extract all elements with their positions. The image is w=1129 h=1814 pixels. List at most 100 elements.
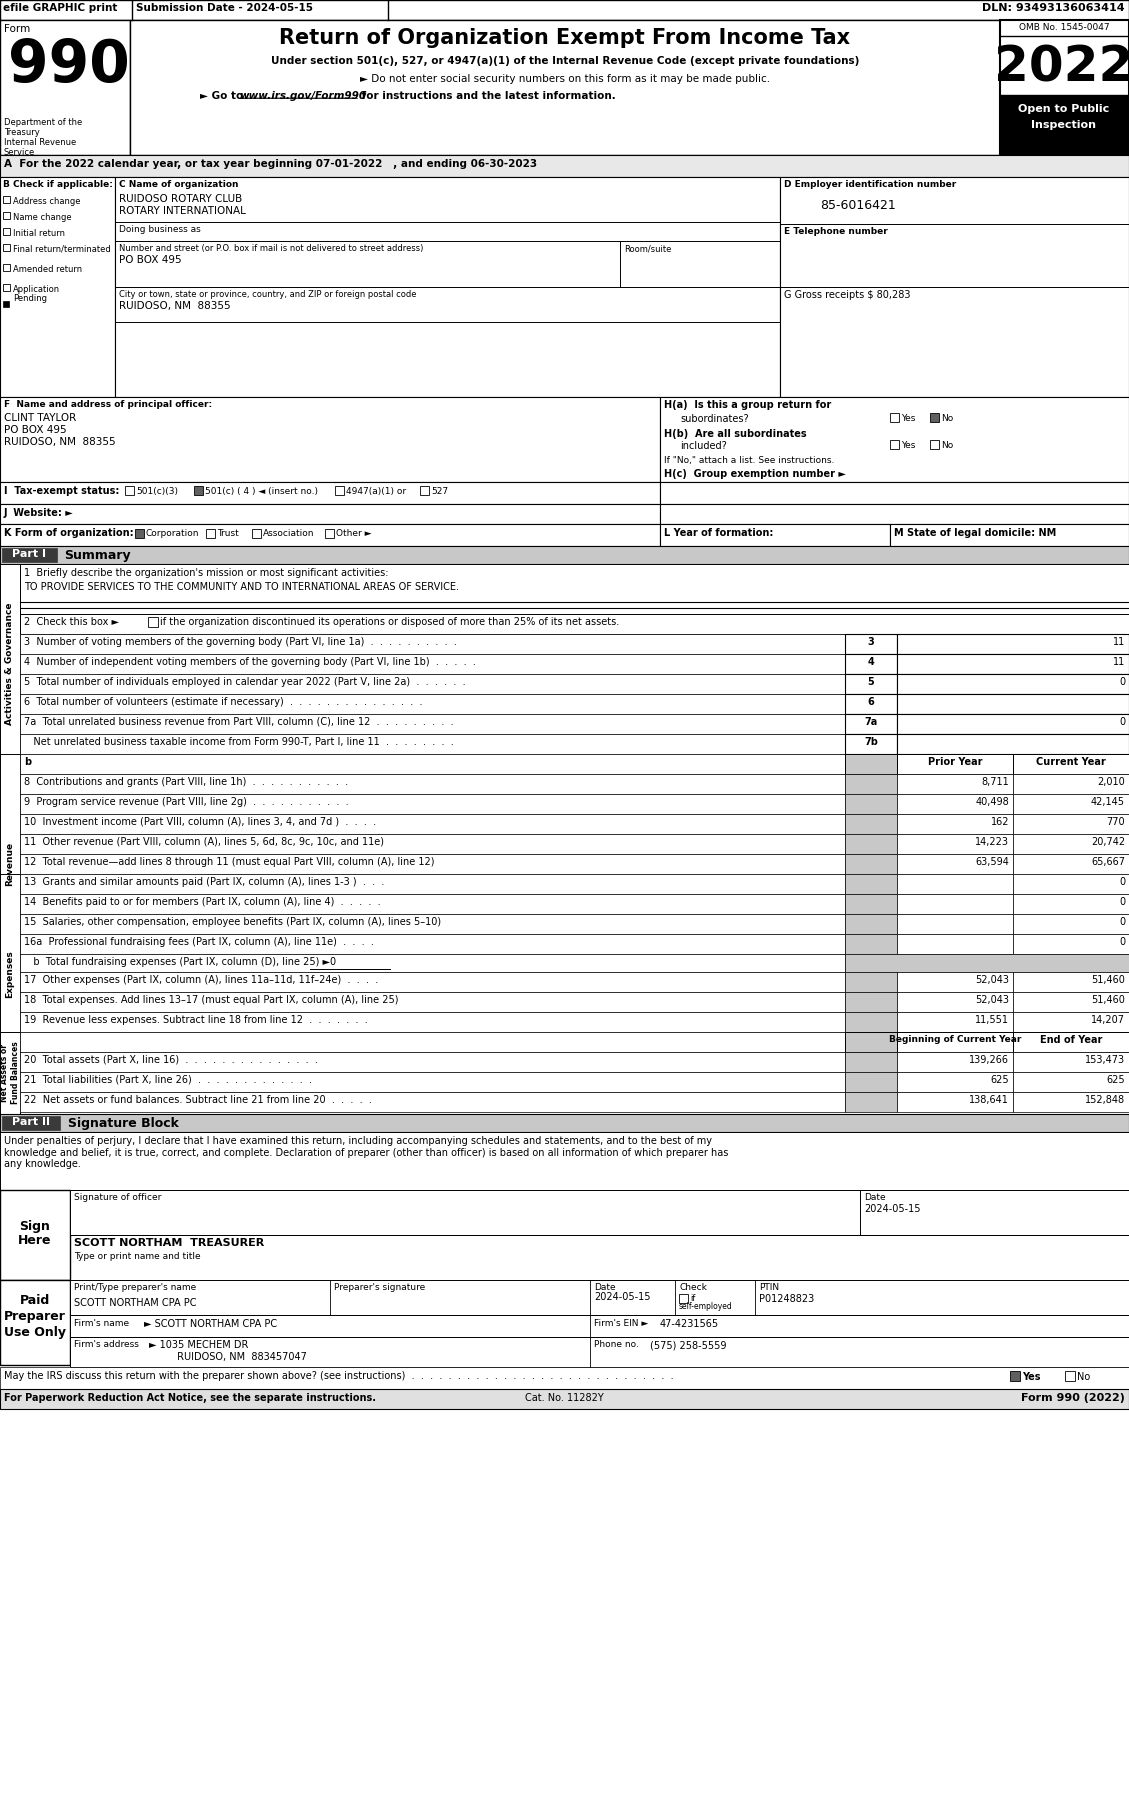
Bar bbox=[1013, 992, 1129, 1012]
Text: Address change: Address change bbox=[14, 198, 80, 207]
Bar bbox=[844, 874, 898, 894]
Bar bbox=[660, 524, 890, 546]
Bar bbox=[898, 1012, 1013, 1032]
Bar bbox=[1010, 1371, 1019, 1380]
Text: M State of legal domicile: NM: M State of legal domicile: NM bbox=[894, 528, 1057, 539]
Text: OMB No. 1545-0047: OMB No. 1545-0047 bbox=[1018, 24, 1110, 33]
Text: www.irs.gov/Form990: www.irs.gov/Form990 bbox=[239, 91, 366, 102]
Text: 4947(a)(1) or: 4947(a)(1) or bbox=[345, 486, 406, 495]
Bar bbox=[844, 695, 898, 715]
Text: 18  Total expenses. Add lines 13–17 (must equal Part IX, column (A), line 25): 18 Total expenses. Add lines 13–17 (must… bbox=[24, 996, 399, 1005]
Bar bbox=[70, 1190, 1129, 1235]
Bar bbox=[844, 954, 1129, 972]
Text: 85-6016421: 85-6016421 bbox=[820, 200, 895, 212]
Bar bbox=[660, 504, 1129, 524]
Bar bbox=[420, 486, 429, 495]
Bar bbox=[135, 530, 145, 539]
Text: Beginning of Current Year: Beginning of Current Year bbox=[889, 1036, 1022, 1045]
Text: RUIDOSO, NM  88355: RUIDOSO, NM 88355 bbox=[5, 437, 115, 446]
Text: G Gross receipts $ 80,283: G Gross receipts $ 80,283 bbox=[784, 290, 910, 299]
Bar bbox=[898, 715, 1129, 735]
Text: ROTARY INTERNATIONAL: ROTARY INTERNATIONAL bbox=[119, 207, 246, 216]
Text: DLN: 93493136063414: DLN: 93493136063414 bbox=[982, 4, 1124, 13]
Text: Form 990 (2022): Form 990 (2022) bbox=[1021, 1393, 1124, 1402]
Text: 11,551: 11,551 bbox=[975, 1016, 1009, 1025]
Text: Open to Public: Open to Public bbox=[1018, 103, 1110, 114]
Text: No: No bbox=[940, 414, 953, 423]
Text: Sign: Sign bbox=[19, 1221, 51, 1234]
Bar bbox=[70, 1315, 1129, 1337]
Text: H(c)  Group exemption number ►: H(c) Group exemption number ► bbox=[664, 470, 846, 479]
Text: Cat. No. 11282Y: Cat. No. 11282Y bbox=[525, 1393, 603, 1402]
Text: PO BOX 495: PO BOX 495 bbox=[119, 256, 182, 265]
Bar bbox=[20, 814, 844, 834]
Text: RUIDOSO ROTARY CLUB: RUIDOSO ROTARY CLUB bbox=[119, 194, 243, 203]
Text: Current Year: Current Year bbox=[1036, 756, 1106, 767]
Bar bbox=[1013, 1032, 1129, 1052]
Text: Signature of officer: Signature of officer bbox=[75, 1194, 161, 1203]
Bar bbox=[1065, 1371, 1075, 1380]
Bar bbox=[898, 775, 1013, 795]
Text: C Name of organization: C Name of organization bbox=[119, 180, 238, 189]
Text: 42,145: 42,145 bbox=[1091, 796, 1124, 807]
Bar bbox=[898, 695, 1129, 715]
Text: 17  Other expenses (Part IX, column (A), lines 11a–11d, 11f–24e)  .  .  .  .: 17 Other expenses (Part IX, column (A), … bbox=[24, 974, 378, 985]
Text: No: No bbox=[940, 441, 953, 450]
Text: Revenue: Revenue bbox=[6, 842, 15, 885]
Bar bbox=[0, 1032, 20, 1114]
Text: 40,498: 40,498 bbox=[975, 796, 1009, 807]
Bar bbox=[20, 1012, 844, 1032]
Bar bbox=[20, 1092, 844, 1112]
Bar bbox=[0, 1368, 1129, 1390]
Bar bbox=[898, 814, 1013, 834]
Bar bbox=[0, 564, 20, 764]
Text: Inspection: Inspection bbox=[1032, 120, 1096, 131]
Bar bbox=[20, 613, 1129, 635]
Bar bbox=[898, 854, 1013, 874]
Text: If "No," attach a list. See instructions.: If "No," attach a list. See instructions… bbox=[664, 455, 834, 464]
Bar bbox=[1013, 775, 1129, 795]
Bar bbox=[3, 301, 9, 307]
Text: 625: 625 bbox=[990, 1076, 1009, 1085]
Bar bbox=[898, 894, 1013, 914]
Text: 4  Number of independent voting members of the governing body (Part VI, line 1b): 4 Number of independent voting members o… bbox=[24, 657, 476, 668]
Text: 21  Total liabilities (Part X, line 26)  .  .  .  .  .  .  .  .  .  .  .  .  .: 21 Total liabilities (Part X, line 26) .… bbox=[24, 1076, 312, 1085]
Text: 5  Total number of individuals employed in calendar year 2022 (Part V, line 2a) : 5 Total number of individuals employed i… bbox=[24, 677, 465, 688]
Text: 12  Total revenue—add lines 8 through 11 (must equal Part VIII, column (A), line: 12 Total revenue—add lines 8 through 11 … bbox=[24, 856, 435, 867]
Text: ► 1035 MECHEM DR: ► 1035 MECHEM DR bbox=[149, 1341, 248, 1350]
Text: 139,266: 139,266 bbox=[969, 1056, 1009, 1065]
Text: 7a  Total unrelated business revenue from Part VIII, column (C), line 12  .  .  : 7a Total unrelated business revenue from… bbox=[24, 717, 454, 727]
Text: 6: 6 bbox=[867, 697, 874, 707]
Bar bbox=[2, 548, 56, 562]
Text: End of Year: End of Year bbox=[1040, 1036, 1102, 1045]
Text: 4: 4 bbox=[867, 657, 874, 668]
Text: Date: Date bbox=[864, 1194, 885, 1203]
Bar bbox=[0, 178, 115, 397]
Text: RUIDOSO, NM  883457047: RUIDOSO, NM 883457047 bbox=[149, 1351, 307, 1362]
Text: 0: 0 bbox=[1119, 717, 1124, 727]
Text: Initial return: Initial return bbox=[14, 229, 65, 238]
Bar bbox=[1013, 755, 1129, 775]
Bar bbox=[844, 894, 898, 914]
Bar bbox=[20, 675, 844, 695]
Bar bbox=[20, 564, 1129, 613]
Bar bbox=[1013, 834, 1129, 854]
Text: Preparer's signature: Preparer's signature bbox=[334, 1282, 426, 1292]
Text: F  Name and address of principal officer:: F Name and address of principal officer: bbox=[5, 401, 212, 408]
Bar bbox=[0, 0, 1129, 20]
Text: 3: 3 bbox=[867, 637, 874, 648]
Text: Yes: Yes bbox=[1022, 1371, 1041, 1382]
Bar bbox=[844, 735, 898, 755]
Bar bbox=[898, 755, 1013, 775]
Bar bbox=[1013, 854, 1129, 874]
Text: 2,010: 2,010 bbox=[1097, 776, 1124, 787]
Text: 51,460: 51,460 bbox=[1091, 996, 1124, 1005]
Bar bbox=[0, 154, 1129, 178]
Text: 52,043: 52,043 bbox=[975, 996, 1009, 1005]
Bar bbox=[1013, 972, 1129, 992]
Bar bbox=[0, 1281, 70, 1364]
Text: RUIDOSO, NM  88355: RUIDOSO, NM 88355 bbox=[119, 301, 230, 310]
Text: ► Go to: ► Go to bbox=[200, 91, 247, 102]
Bar bbox=[20, 874, 844, 894]
Bar bbox=[20, 655, 844, 675]
